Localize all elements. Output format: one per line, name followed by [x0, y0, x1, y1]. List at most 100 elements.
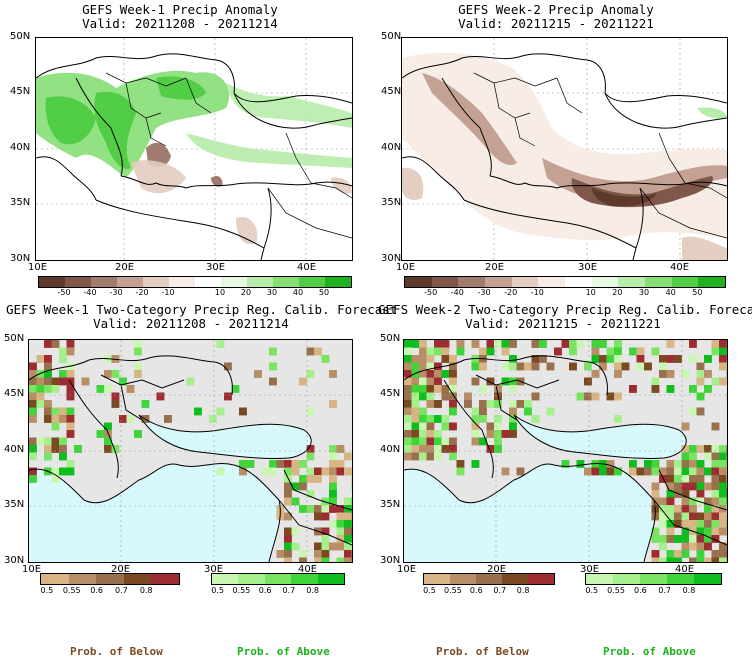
grid-cell — [689, 340, 697, 348]
grid-cell — [651, 550, 660, 558]
grid-cell — [711, 535, 720, 543]
colorbar-tick-label: 50 — [318, 288, 330, 297]
grid-cell — [681, 505, 690, 513]
grid-cell — [434, 377, 442, 386]
grid-cell — [726, 355, 727, 363]
lat-label-30n: 30N — [10, 253, 31, 264]
grid-cell — [59, 370, 67, 378]
grid-cell — [344, 452, 352, 461]
lat-label-30n: 30N — [381, 253, 402, 264]
grid-cell — [719, 490, 727, 498]
colorbar-tick-label: 50 — [692, 288, 703, 297]
grid-cell — [306, 505, 315, 513]
grid-cell — [614, 392, 622, 401]
grid-cell — [291, 527, 300, 536]
colorbar-swatch — [511, 277, 539, 287]
grid-cell — [726, 520, 727, 528]
grid-cell — [426, 370, 435, 378]
colorbar-swatch — [431, 277, 459, 287]
grid-cell — [29, 385, 37, 393]
grid-cell — [546, 407, 555, 416]
grid-cell — [336, 460, 345, 468]
lon-label-20e: 20E — [111, 564, 131, 575]
colorbar-swatch — [476, 574, 502, 584]
grid-cell — [696, 482, 705, 491]
grid-cell — [351, 482, 352, 491]
grid-cell — [224, 392, 232, 401]
grid-cell — [471, 460, 480, 468]
grid-cell — [419, 392, 427, 401]
grid-cell — [419, 347, 427, 356]
grid-cell — [299, 505, 307, 513]
grid-cell — [591, 467, 600, 476]
above-colorbar-week1 — [211, 573, 345, 585]
grid-cell — [426, 452, 435, 461]
colorbar-swatch — [667, 574, 694, 584]
grid-cell — [666, 497, 675, 506]
grid-cell — [419, 362, 427, 371]
grid-cell — [696, 512, 705, 521]
colorbar-swatch — [169, 277, 195, 287]
grid-cell — [59, 437, 67, 446]
grid-cell — [711, 497, 720, 506]
grid-cell — [336, 557, 345, 562]
grid-cell — [299, 377, 307, 386]
grid-cell — [411, 422, 420, 431]
grid-cell — [614, 467, 622, 476]
grid-cell — [464, 400, 472, 408]
grid-cell — [44, 437, 52, 446]
grid-cell — [441, 445, 450, 453]
grid-cell — [441, 370, 450, 378]
grid-cell — [284, 535, 292, 543]
grid-cell — [659, 557, 667, 562]
grid-cell — [659, 370, 667, 378]
grid-cell — [411, 370, 420, 378]
grid-cell — [261, 467, 270, 476]
grid-cell — [351, 475, 352, 483]
grid-cell — [66, 370, 75, 378]
panel-title: GEFS Week-1 Two-Category Precip Reg. Cal… — [6, 303, 397, 331]
grid-cell — [426, 347, 435, 356]
grid-cell — [591, 370, 600, 378]
grid-cell — [404, 340, 412, 348]
grid-cell — [674, 520, 682, 528]
grid-cell — [651, 467, 660, 476]
grid-cell — [711, 475, 720, 483]
grid-cell — [426, 415, 435, 423]
colorbar-swatch — [151, 574, 179, 584]
grid-cell — [314, 550, 322, 558]
grid-cell — [651, 482, 660, 491]
grid-cell — [704, 512, 712, 521]
grid-cell — [344, 497, 352, 506]
grid-cell — [194, 407, 202, 416]
grid-cell — [449, 392, 457, 401]
grid-cell — [404, 355, 412, 363]
grid-cell — [629, 467, 637, 476]
colorbar-tick-label: 10 — [214, 288, 226, 297]
lon-label-30e: 30E — [204, 564, 224, 575]
grid-cell — [726, 497, 727, 506]
grid-cell — [674, 467, 682, 476]
colorbar-tick-label: 0.8 — [682, 586, 696, 595]
grid-cell — [531, 355, 540, 363]
grid-cell — [336, 467, 345, 476]
grid-cell — [321, 542, 330, 551]
grid-cell — [351, 535, 352, 543]
grid-cell — [59, 415, 67, 423]
colorbar-tick-label: 0.55 — [607, 586, 625, 595]
colorbar-tick-label: 0.55 — [443, 586, 462, 595]
grid-cell — [689, 542, 697, 551]
lat-label-30n: 30N — [4, 555, 25, 566]
grid-cell — [644, 460, 652, 468]
grid-cell — [269, 467, 277, 476]
colorbar-swatch — [485, 277, 512, 287]
grid-cell — [666, 520, 675, 528]
grid-cell — [696, 520, 705, 528]
grid-cell — [29, 400, 37, 408]
grid-cell — [681, 497, 690, 506]
grid-cell — [576, 460, 585, 468]
grid-cell — [29, 392, 37, 401]
grid-cell — [651, 347, 660, 356]
grid-cell — [726, 452, 727, 461]
grid-cell — [704, 535, 712, 543]
